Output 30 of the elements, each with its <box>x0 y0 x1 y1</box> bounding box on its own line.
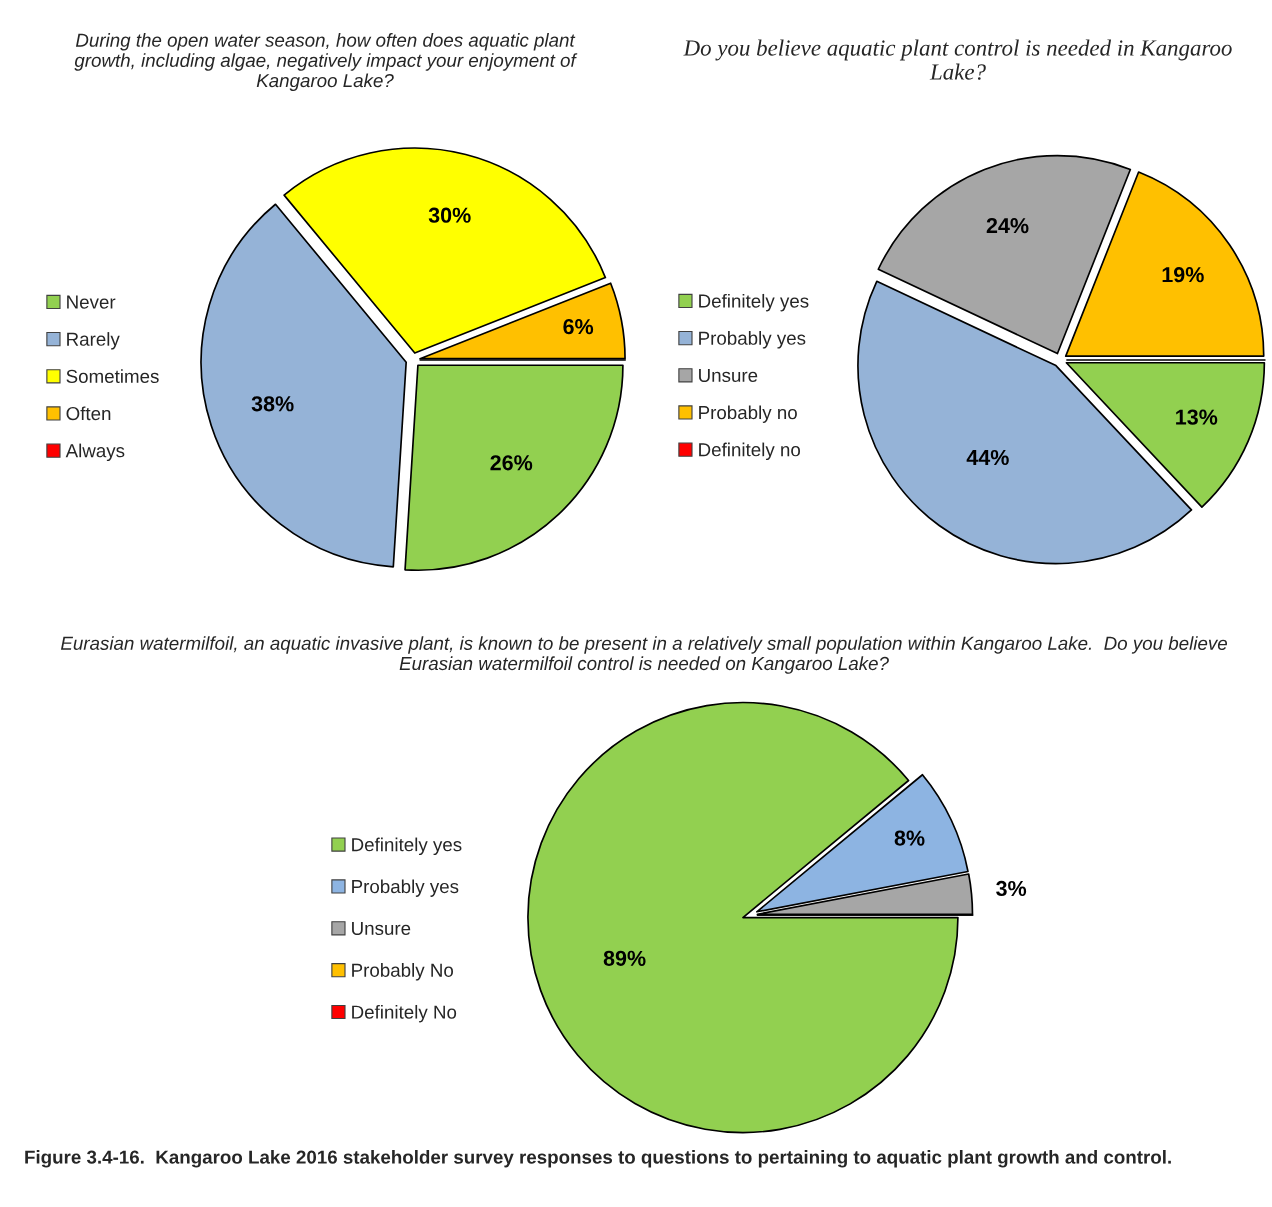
legend-label: Definitely No <box>352 1004 457 1023</box>
data-label: 89% <box>603 950 646 966</box>
legend-label: Unsure <box>352 921 411 936</box>
data-label: 38% <box>251 396 294 412</box>
data-label: 13% <box>1176 409 1218 425</box>
legend-label: Always <box>65 443 125 462</box>
legend-label: Sometimes <box>66 369 159 384</box>
legend-label: Rarely <box>67 332 120 350</box>
data-label: 3% <box>996 880 1027 897</box>
data-label: 6% <box>563 319 594 335</box>
legend-label: Probably yes <box>699 331 806 349</box>
data-label: 26% <box>490 455 533 471</box>
legend-label: Probably no <box>699 405 797 423</box>
legend-label: Never <box>67 295 116 309</box>
data-label: 8% <box>894 830 925 846</box>
legend-label: Definitely no <box>699 442 801 461</box>
data-label: 19% <box>1162 267 1204 283</box>
data-label: 44% <box>966 449 1009 466</box>
data-label: 30% <box>428 207 471 223</box>
caption: Figure 3.4-16. Kangaroo Lake 2016 stakeholder survey responses to questions to pertaining to aquatic plant growth and control. <box>25 1150 1171 1168</box>
legend-label: Probably yes <box>352 879 459 897</box>
chart-title: During the open water season, how often does aquatic plant growth, including algae, negatively impact your enjoyment of Kangaroo Lake? <box>74 33 578 91</box>
legend-label: Definitely yes <box>699 293 809 312</box>
legend-label: Often <box>66 406 111 421</box>
legend-label: Probably No <box>352 963 454 981</box>
legend-label: Unsure <box>699 368 758 383</box>
data-label: 24% <box>986 217 1029 234</box>
chart-title: Do you believe aquatic plant control is needed in Kangaroo Lake? <box>683 39 1232 80</box>
chart-title: Eurasian watermilfoil, an aquatic invasive plant, is known to be present in a relatively small population within Kangaroo Lake. Do you believe Eurasian watermilfoil control is needed on Kangaroo Lake? <box>60 636 1227 674</box>
legend-label: Definitely yes <box>352 837 462 856</box>
